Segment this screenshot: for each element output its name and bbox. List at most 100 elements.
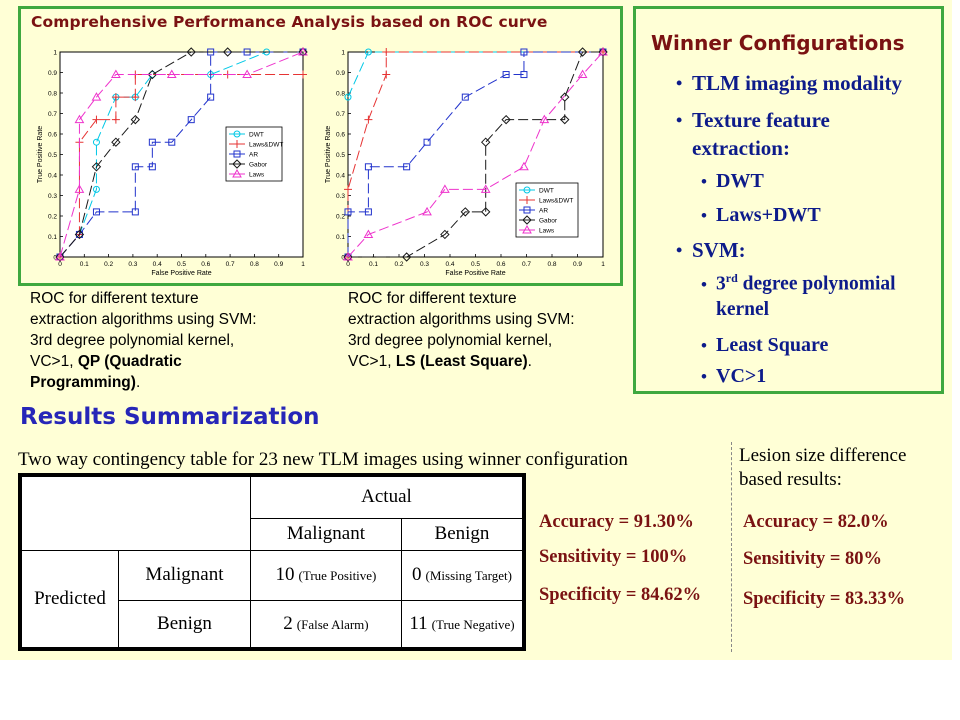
- table-corner: [19, 474, 251, 551]
- y-tick-label: 0.8: [48, 91, 57, 98]
- legend: DWT Laws&DWT AR Gabor Laws: [225, 126, 283, 182]
- x-tick-label: 0.4: [153, 261, 162, 268]
- data-point: [440, 184, 450, 193]
- data-point: [520, 48, 528, 56]
- caption-line: ROC for different texture: [348, 290, 517, 307]
- data-point: [364, 163, 372, 171]
- y-tick-label: 0: [53, 255, 57, 262]
- caption-bold: QP (Quadratic: [77, 353, 182, 370]
- tn-label: (True Negative): [431, 616, 515, 632]
- data-point: [523, 196, 531, 204]
- bullet-icon: •: [701, 172, 707, 191]
- x-tick-label: 0.9: [573, 261, 582, 268]
- series-gabor: [55, 47, 308, 262]
- x-tick-label: 0.7: [226, 261, 235, 268]
- data-point: [598, 47, 608, 57]
- data-point: [186, 47, 196, 57]
- tp-label: (True Positive): [298, 568, 377, 583]
- bullet-icon: •: [701, 275, 707, 294]
- y-tick-label: 0.2: [48, 214, 57, 221]
- legend-label: Gabor: [249, 161, 268, 168]
- x-tick-label: 0: [346, 261, 350, 268]
- tn-value: 11: [409, 612, 428, 634]
- winner-subitem: Least Square: [716, 334, 829, 356]
- y-tick-label: 0.6: [48, 132, 57, 139]
- data-point: [91, 92, 102, 101]
- data-point: [130, 114, 141, 125]
- x-tick-label: 0.3: [128, 261, 137, 268]
- series-line: [348, 51, 603, 258]
- lesion-specificity-metric: Specificity = 83.33%: [743, 589, 906, 609]
- roc-caption-ls: ROC for different texture extraction alg…: [348, 288, 575, 372]
- winner-subitem: 3rd degree polynomial: [716, 271, 896, 295]
- series-line: [347, 51, 603, 257]
- x-tick-label: 0.3: [420, 261, 429, 268]
- data-point: [232, 168, 242, 178]
- data-point: [111, 69, 121, 79]
- winner-item: Texture feature: [692, 108, 830, 132]
- data-point: [55, 252, 65, 262]
- winner-item: SVM:: [692, 238, 746, 262]
- data-point: [207, 93, 215, 101]
- legend-label: Laws&DWT: [249, 141, 283, 148]
- legend-label: AR: [539, 207, 548, 214]
- y-tick-label: 0.8: [336, 91, 345, 98]
- y-tick-label: 0: [341, 255, 345, 262]
- x-tick-label: 0.8: [547, 261, 556, 268]
- data-point: [460, 207, 471, 217]
- predicted-header: Predicted: [19, 549, 119, 650]
- cell-true-negative: 11 (True Negative): [400, 599, 525, 650]
- legend-label: Laws&DWT: [539, 197, 573, 204]
- contingency-caption: Two way contingency table for 23 new TLM…: [18, 449, 628, 470]
- data-point: [344, 208, 352, 216]
- specificity-metric: Specificity = 84.62%: [539, 585, 702, 605]
- data-point: [363, 229, 374, 238]
- data-point: [92, 185, 100, 193]
- series-laws: [55, 46, 308, 261]
- legend-label: Gabor: [539, 217, 558, 224]
- data-point: [501, 114, 511, 125]
- winner-item: TLM imaging modality: [692, 71, 903, 95]
- roc-caption-qp: ROC for different texture extraction alg…: [30, 288, 257, 393]
- y-tick-label: 0.1: [48, 234, 57, 241]
- y-tick-label: 0.3: [48, 193, 57, 200]
- data-point: [233, 140, 241, 148]
- data-point: [222, 47, 233, 57]
- x-tick-label: 0.4: [445, 261, 454, 268]
- data-point: [92, 138, 100, 146]
- data-point: [364, 208, 372, 216]
- x-tick-label: 1: [601, 261, 605, 268]
- caption-end: .: [527, 353, 532, 370]
- x-axis-label: False Positive Rate: [151, 270, 211, 277]
- caption-line: 3rd degree polynomial kernel,: [30, 332, 235, 349]
- bullet-icon: •: [701, 336, 707, 355]
- y-tick-label: 0.2: [336, 214, 345, 221]
- x-axis-label: False Positive Rate: [445, 270, 505, 277]
- x-tick-label: 0: [58, 261, 62, 268]
- data-point: [401, 252, 412, 262]
- cell-false-alarm: 2 (False Alarm): [249, 599, 402, 650]
- data-point: [344, 185, 352, 194]
- bullet-icon: •: [676, 73, 683, 93]
- accuracy-metric: Accuracy = 91.30%: [539, 512, 694, 532]
- y-tick-label: 0.5: [48, 152, 57, 159]
- data-point: [111, 137, 121, 147]
- data-point: [92, 208, 100, 216]
- data-point: [148, 163, 156, 171]
- data-point: [560, 114, 570, 125]
- series-line: [347, 51, 604, 258]
- data-point: [131, 93, 140, 102]
- data-point: [520, 71, 528, 79]
- data-point: [111, 93, 120, 102]
- caption-line: extraction algorithms using SVM:: [348, 311, 575, 328]
- x-tick-label: 0.9: [274, 261, 283, 268]
- data-point: [91, 162, 102, 172]
- data-point: [560, 92, 570, 102]
- y-tick-label: 0.3: [336, 193, 345, 200]
- x-tick-label: 0.6: [496, 261, 505, 268]
- data-point: [55, 251, 65, 261]
- data-point: [403, 163, 411, 171]
- data-point: [480, 207, 491, 217]
- caption-bold: LS (Least Square): [395, 353, 528, 370]
- winner-subitem: DWT: [716, 170, 764, 192]
